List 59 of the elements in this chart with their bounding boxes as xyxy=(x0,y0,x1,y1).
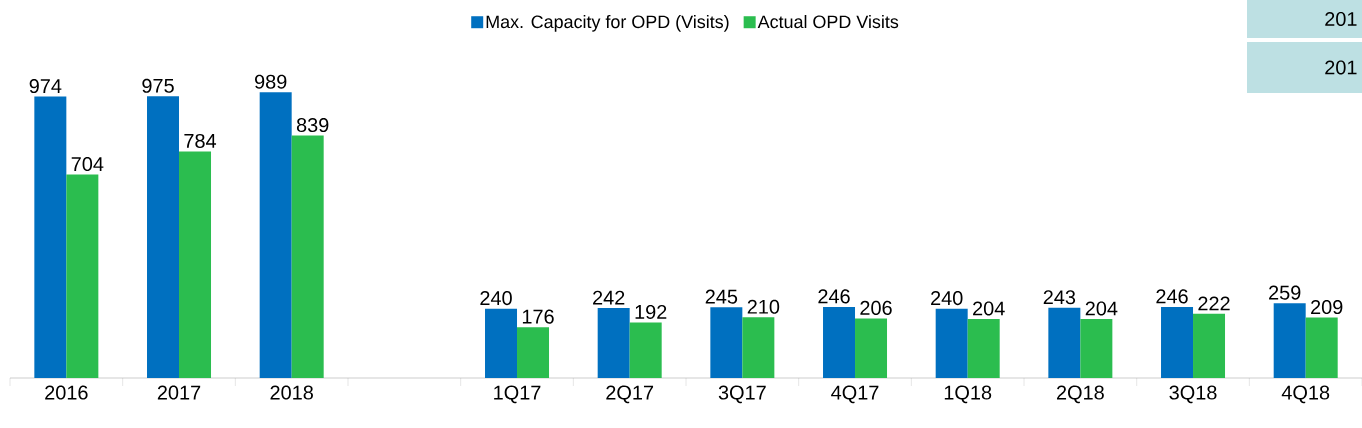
bar xyxy=(1080,319,1113,378)
data-label: 204 xyxy=(1085,301,1118,316)
bar xyxy=(485,308,518,378)
x-tick-label: 2017 xyxy=(157,385,201,400)
legend-label: Actual OPD Visits xyxy=(757,14,899,29)
bar xyxy=(629,322,662,378)
data-label: 974 xyxy=(29,79,62,94)
text: 201 xyxy=(1325,11,1357,27)
data-label: 222 xyxy=(1198,296,1230,311)
data-label: 704 xyxy=(71,157,104,172)
bar xyxy=(259,92,292,378)
bar xyxy=(1048,307,1081,378)
bar xyxy=(1161,306,1194,378)
data-label: 192 xyxy=(635,304,667,320)
data-label: 204 xyxy=(973,301,1005,316)
data-label: 242 xyxy=(593,290,625,305)
data-label: 240 xyxy=(931,291,963,306)
text: 201 xyxy=(1325,60,1357,75)
x-tick-label: 3Q18 xyxy=(1169,385,1217,404)
bar xyxy=(1273,303,1306,378)
data-label: 259 xyxy=(1269,285,1301,300)
data-label: 246 xyxy=(818,289,850,304)
bar xyxy=(967,319,1000,378)
bar xyxy=(710,307,743,378)
legend-label: Max. Capacity for OPD (Visits) xyxy=(486,14,729,32)
x-tick-label: 3Q17 xyxy=(718,385,766,404)
bar xyxy=(66,174,99,378)
x-tick-label: 1Q17 xyxy=(494,385,541,404)
bar xyxy=(1193,313,1226,378)
data-label: 784 xyxy=(184,133,217,148)
x-tick-label: 1Q18 xyxy=(944,385,992,404)
bar xyxy=(1305,317,1338,378)
data-label: 240 xyxy=(480,291,512,306)
x-tick-label: 2016 xyxy=(45,385,88,400)
x-tick-label: 4Q18 xyxy=(1281,385,1330,404)
data-label: 243 xyxy=(1043,290,1076,305)
data-label: 975 xyxy=(142,78,174,93)
bar xyxy=(742,317,775,378)
data-label: 176 xyxy=(522,309,554,324)
data-label: 209 xyxy=(1311,300,1343,315)
bar xyxy=(179,151,212,378)
x-tick-label: 2018 xyxy=(270,385,313,400)
bar xyxy=(517,327,550,378)
x-tick-label: 2Q18 xyxy=(1056,385,1104,404)
x-tick-label: 4Q17 xyxy=(831,385,879,404)
bar xyxy=(823,306,856,378)
data-label: 989 xyxy=(254,74,287,89)
bar xyxy=(597,308,630,378)
bar xyxy=(855,318,888,378)
data-label: 246 xyxy=(1156,289,1188,304)
data-label: 839 xyxy=(296,118,329,133)
data-label: 206 xyxy=(860,300,892,315)
data-label: 210 xyxy=(747,299,780,314)
bar xyxy=(291,135,324,378)
bar xyxy=(935,308,968,378)
bar xyxy=(34,96,67,378)
data-label: 245 xyxy=(705,289,738,304)
bar xyxy=(147,96,180,378)
x-tick-label: 2Q17 xyxy=(606,385,654,404)
